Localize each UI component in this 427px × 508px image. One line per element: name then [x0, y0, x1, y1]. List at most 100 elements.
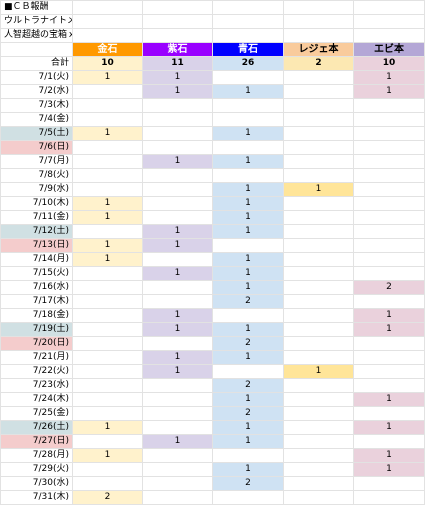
empty-cell [142, 140, 213, 155]
empty-cell [283, 98, 354, 113]
date-row: 7/8(火) [0, 168, 425, 183]
empty-cell [142, 14, 213, 29]
empty-cell [283, 14, 354, 29]
empty-cell [283, 70, 354, 85]
date-cell: 7/11(金) [0, 210, 73, 225]
date-row: 7/1(火) 1 1 1 [0, 70, 425, 85]
empty-cell [142, 112, 213, 127]
empty-cell [353, 224, 425, 239]
empty-cell [353, 98, 425, 113]
empty-cell [283, 476, 354, 491]
date-row: 7/13(日) 1 1 [0, 238, 425, 253]
title-row: ウルトラナイトメア [0, 14, 425, 29]
empty-cell [212, 238, 284, 253]
empty-cell [72, 378, 143, 393]
empty-cell [72, 476, 143, 491]
date-row: 7/4(金) [0, 112, 425, 127]
date-row: 7/15(火) 1 1 [0, 266, 425, 281]
empty-cell [353, 168, 425, 183]
date-row: 7/31(木) 2 [0, 490, 425, 505]
empty-cell [212, 308, 284, 323]
total-row: 合計 10 11 26 2 10 [0, 56, 425, 71]
empty-cell [212, 168, 284, 183]
empty-cell [283, 406, 354, 421]
value-cell: 1 [72, 126, 143, 141]
empty-cell [353, 266, 425, 281]
value-cell: 1 [283, 364, 354, 379]
date-row: 7/10(木) 1 1 [0, 196, 425, 211]
empty-cell [353, 378, 425, 393]
date-row: 7/17(木) 2 [0, 294, 425, 309]
date-cell: 7/30(水) [0, 476, 73, 491]
date-row: 7/6(日) [0, 140, 425, 155]
value-cell: 1 [142, 154, 213, 169]
value-cell: 1 [212, 154, 284, 169]
empty-cell [283, 126, 354, 141]
empty-cell [212, 490, 284, 505]
date-row: 7/16(水) 1 2 [0, 280, 425, 295]
empty-cell [72, 406, 143, 421]
date-cell: 7/29(火) [0, 462, 73, 477]
empty-cell [353, 294, 425, 309]
date-cell: 7/13(日) [0, 238, 73, 253]
empty-cell [142, 294, 213, 309]
empty-cell [283, 154, 354, 169]
value-cell: 1 [142, 238, 213, 253]
empty-cell [142, 476, 213, 491]
date-row: 7/14(月) 1 1 [0, 252, 425, 267]
title-text: 人智超越の宝箱ｘ２ [0, 28, 73, 43]
date-row: 7/18(金) 1 1 [0, 308, 425, 323]
empty-cell [142, 168, 213, 183]
date-row: 7/9(水) 1 1 [0, 182, 425, 197]
date-cell: 7/10(木) [0, 196, 73, 211]
empty-cell [283, 308, 354, 323]
empty-cell [353, 238, 425, 253]
value-cell: 1 [353, 84, 425, 99]
value-cell: 1 [212, 420, 284, 435]
empty-cell [353, 336, 425, 351]
empty-cell [142, 196, 213, 211]
empty-cell [142, 210, 213, 225]
empty-cell [72, 280, 143, 295]
value-cell: 1 [142, 84, 213, 99]
empty-cell [0, 42, 73, 57]
value-cell: 1 [283, 182, 354, 197]
value-cell: 1 [212, 350, 284, 365]
date-cell: 7/2(水) [0, 84, 73, 99]
column-header: 紫石 [142, 42, 213, 57]
total-value: 2 [283, 56, 354, 71]
date-cell: 7/1(火) [0, 70, 73, 85]
empty-cell [283, 420, 354, 435]
empty-cell [353, 154, 425, 169]
date-row: 7/27(日) 1 1 [0, 434, 425, 449]
empty-cell [353, 182, 425, 197]
empty-cell [283, 350, 354, 365]
empty-cell [283, 28, 354, 43]
date-cell: 7/6(日) [0, 140, 73, 155]
value-cell: 2 [212, 378, 284, 393]
empty-cell [142, 98, 213, 113]
empty-cell [72, 434, 143, 449]
date-cell: 7/25(金) [0, 406, 73, 421]
date-cell: 7/3(木) [0, 98, 73, 113]
date-row: 7/7(月) 1 1 [0, 154, 425, 169]
column-header-row: 金石 紫石 青石 レジェ本 エビ本 [0, 42, 425, 57]
value-cell: 2 [353, 280, 425, 295]
date-row: 7/20(日) 2 [0, 336, 425, 351]
empty-cell [142, 406, 213, 421]
empty-cell [283, 84, 354, 99]
empty-cell [283, 168, 354, 183]
empty-cell [283, 266, 354, 281]
date-cell: 7/14(月) [0, 252, 73, 267]
value-cell: 1 [212, 322, 284, 337]
column-header: レジェ本 [283, 42, 354, 57]
empty-cell [72, 28, 143, 43]
empty-cell [283, 112, 354, 127]
value-cell: 1 [353, 420, 425, 435]
date-cell: 7/31(木) [0, 490, 73, 505]
date-cell: 7/5(土) [0, 126, 73, 141]
date-cell: 7/20(日) [0, 336, 73, 351]
date-cell: 7/9(水) [0, 182, 73, 197]
date-row: 7/21(月) 1 1 [0, 350, 425, 365]
